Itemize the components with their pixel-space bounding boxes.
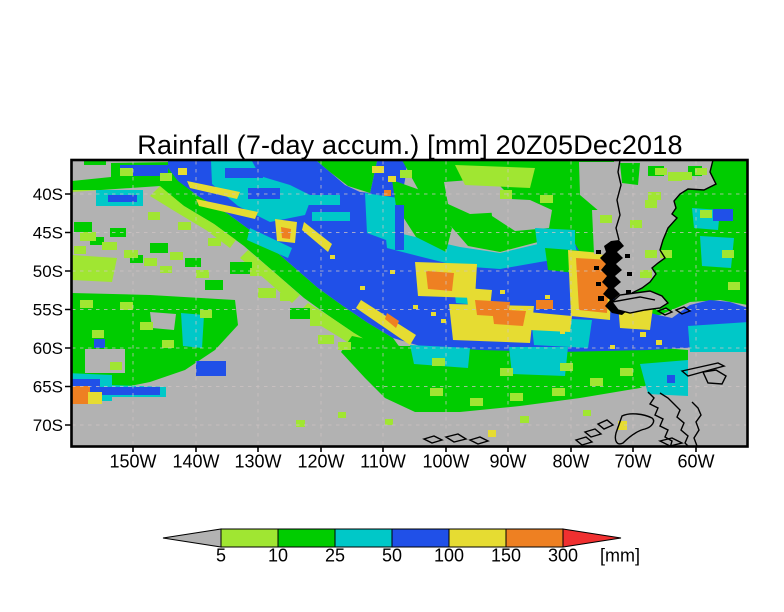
svg-text:150W: 150W xyxy=(109,452,156,472)
svg-text:60S: 60S xyxy=(33,339,63,358)
svg-text:300: 300 xyxy=(548,546,578,566)
svg-text:[mm]: [mm] xyxy=(600,546,640,566)
svg-text:100: 100 xyxy=(434,546,464,566)
svg-text:Rainfall (7-day accum.) [mm] 2: Rainfall (7-day accum.) [mm] 20Z05Dec201… xyxy=(137,130,682,160)
svg-text:120W: 120W xyxy=(297,452,344,472)
svg-text:90W: 90W xyxy=(489,452,526,472)
svg-text:110W: 110W xyxy=(360,452,406,472)
svg-text:55S: 55S xyxy=(33,301,63,320)
svg-text:50: 50 xyxy=(382,546,402,566)
svg-text:10: 10 xyxy=(268,546,288,566)
svg-text:65S: 65S xyxy=(33,378,63,397)
svg-text:25: 25 xyxy=(325,546,345,566)
svg-text:150: 150 xyxy=(491,546,521,566)
svg-text:140W: 140W xyxy=(172,452,219,472)
svg-text:70W: 70W xyxy=(614,452,651,472)
svg-text:130W: 130W xyxy=(234,452,281,472)
svg-text:60W: 60W xyxy=(677,452,714,472)
svg-text:40S: 40S xyxy=(33,185,63,204)
svg-text:5: 5 xyxy=(216,546,226,566)
svg-text:100W: 100W xyxy=(422,452,469,472)
svg-text:50S: 50S xyxy=(33,262,63,281)
svg-text:70S: 70S xyxy=(33,416,63,435)
svg-text:80W: 80W xyxy=(552,452,589,472)
svg-text:45S: 45S xyxy=(33,224,63,243)
